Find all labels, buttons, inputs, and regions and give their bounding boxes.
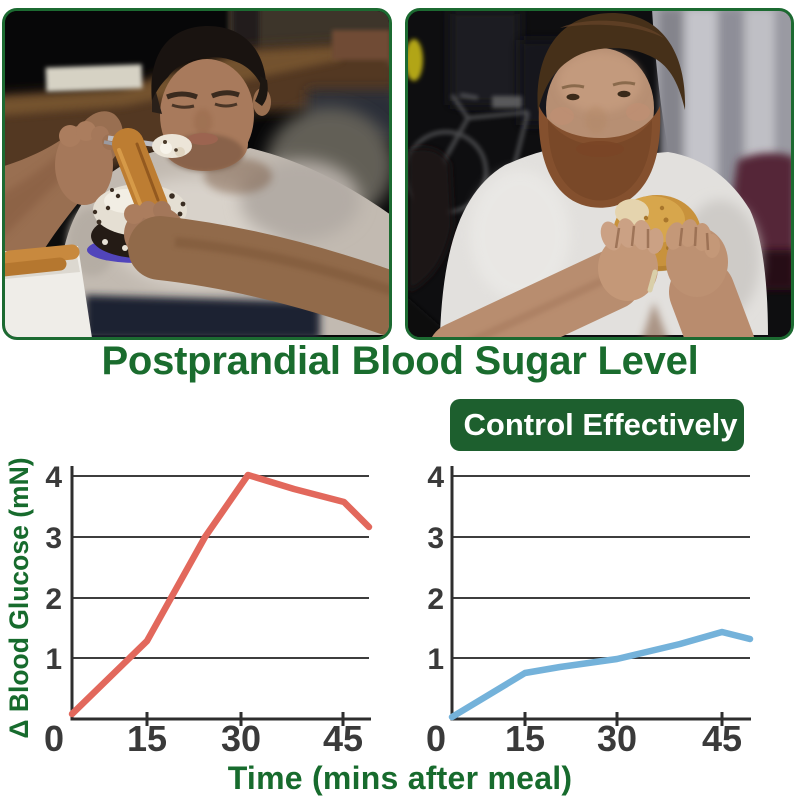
- svg-text:3: 3: [45, 522, 62, 555]
- svg-text:Δ Blood Glucose (mN): Δ Blood Glucose (mN): [4, 457, 34, 738]
- svg-text:Time (mins after meal): Time (mins after meal): [228, 760, 573, 796]
- svg-text:2: 2: [427, 583, 444, 616]
- svg-text:15: 15: [127, 718, 167, 759]
- svg-text:30: 30: [597, 718, 637, 759]
- svg-text:15: 15: [505, 718, 545, 759]
- svg-text:45: 45: [323, 718, 363, 759]
- svg-text:1: 1: [427, 643, 444, 676]
- svg-text:2: 2: [45, 583, 62, 616]
- svg-text:4: 4: [427, 461, 444, 494]
- svg-text:1: 1: [45, 643, 62, 676]
- svg-text:30: 30: [221, 718, 261, 759]
- svg-text:0: 0: [44, 718, 64, 759]
- svg-text:4: 4: [45, 461, 62, 494]
- svg-text:0: 0: [426, 718, 446, 759]
- svg-text:3: 3: [427, 522, 444, 555]
- svg-text:45: 45: [702, 718, 742, 759]
